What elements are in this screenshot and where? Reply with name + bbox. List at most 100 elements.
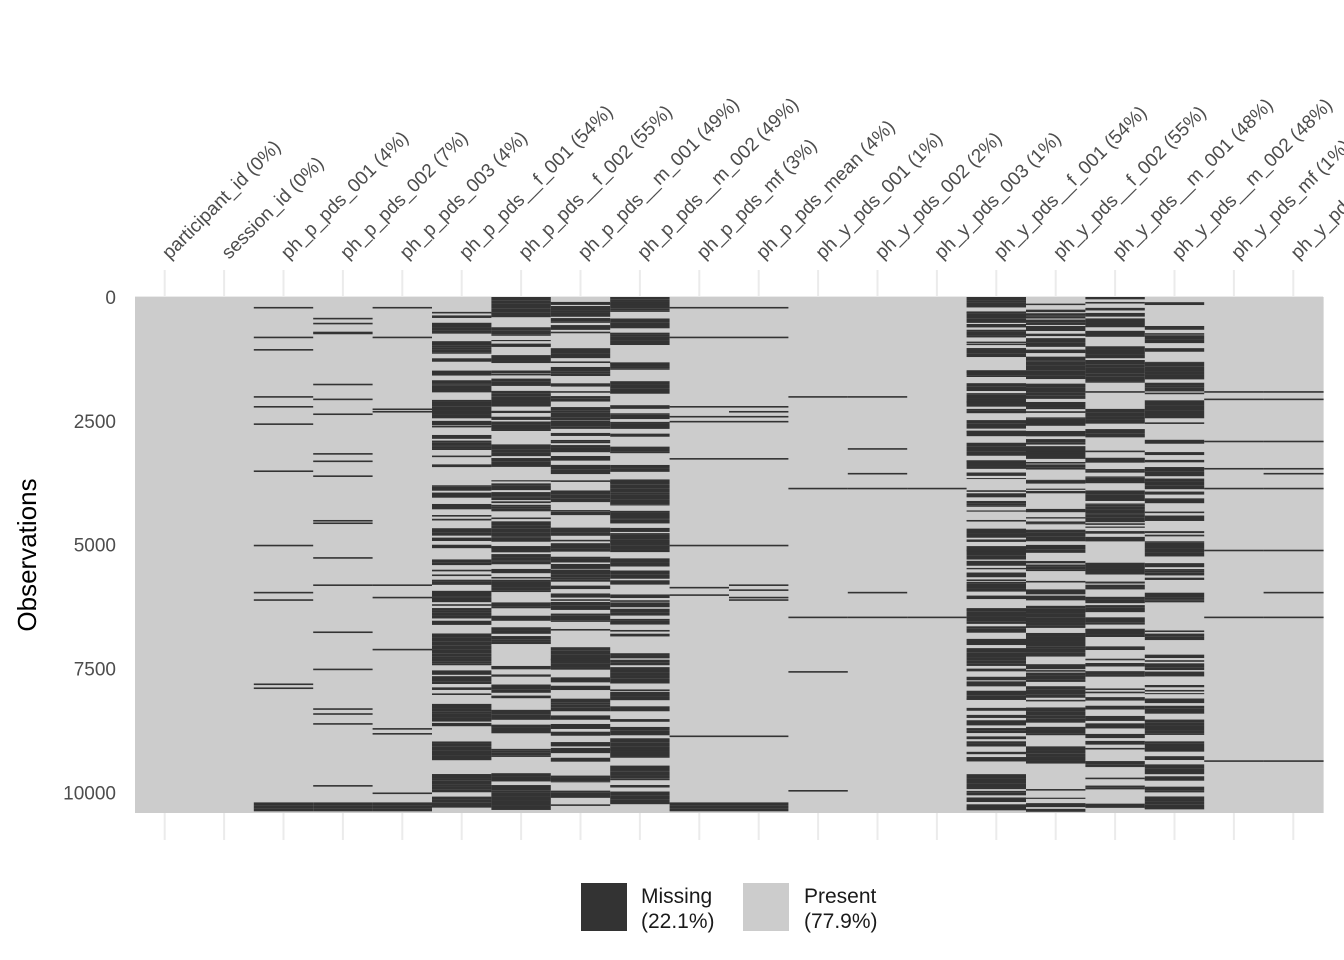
missing-band xyxy=(966,398,1027,402)
missing-row xyxy=(1085,361,1146,364)
y-tick-label: 0 xyxy=(105,288,116,309)
missing-row xyxy=(550,628,611,631)
missing-row xyxy=(729,415,789,418)
missing-band xyxy=(491,334,552,336)
missing-band xyxy=(1026,451,1086,454)
missing-band xyxy=(1085,297,1146,300)
missing-row xyxy=(372,802,433,806)
missing-row xyxy=(847,396,908,398)
missing-band xyxy=(432,420,492,426)
missing-row xyxy=(1204,549,1265,552)
missing-band xyxy=(610,633,671,637)
missing-row xyxy=(1144,541,1205,543)
missing-band xyxy=(966,720,1027,726)
missing-band xyxy=(1026,605,1086,609)
missing-row xyxy=(966,668,1027,671)
missing-band xyxy=(1085,705,1146,710)
missing-band xyxy=(491,557,552,561)
missing-band xyxy=(550,439,611,442)
missing-band xyxy=(966,386,1027,392)
missing-band xyxy=(1085,318,1146,323)
missing-band xyxy=(432,633,492,638)
missing-band xyxy=(1085,490,1146,495)
missing-band xyxy=(432,518,492,521)
missing-row xyxy=(432,782,492,785)
missing-row xyxy=(432,663,492,666)
missing-row xyxy=(669,805,730,809)
missing-band xyxy=(966,420,1027,424)
missing-band xyxy=(432,569,492,572)
missing-band xyxy=(1144,570,1205,572)
missing-band xyxy=(491,429,552,431)
missing-row xyxy=(610,659,671,662)
missing-band xyxy=(1144,335,1205,340)
column-ph_y_pds_001 xyxy=(788,297,849,813)
missing-band xyxy=(550,305,611,311)
missing-band xyxy=(491,800,552,806)
missing-band xyxy=(1144,741,1205,744)
missing-row xyxy=(729,589,789,591)
missing-band xyxy=(610,602,671,608)
missing-row xyxy=(313,802,374,806)
y-axis-ticks: 0 2500 5000 7500 10000 xyxy=(63,288,116,804)
missing-band xyxy=(550,464,611,470)
missing-row xyxy=(313,584,374,586)
missing-band xyxy=(550,698,611,703)
missing-row xyxy=(966,609,1027,611)
missing-band xyxy=(1085,803,1146,806)
missing-row xyxy=(1144,303,1205,306)
missing-row xyxy=(1085,480,1146,482)
missing-band xyxy=(550,650,611,655)
missing-band xyxy=(432,406,492,411)
missing-band xyxy=(966,730,1027,734)
missing-row xyxy=(491,547,552,549)
missing-band xyxy=(550,312,611,317)
missing-row xyxy=(491,725,552,728)
missing-band xyxy=(1144,534,1205,537)
missing-band xyxy=(966,669,1027,672)
missing-band xyxy=(432,385,492,389)
missing-band xyxy=(550,527,611,533)
missing-band xyxy=(1144,471,1205,477)
missing-row xyxy=(1144,422,1205,424)
missing-band xyxy=(966,466,1027,469)
missing-band xyxy=(966,383,1027,387)
missing-row xyxy=(610,421,671,424)
missing-band xyxy=(550,325,611,330)
missing-band xyxy=(1144,400,1205,406)
missing-band xyxy=(1085,332,1146,337)
missing-band xyxy=(610,534,671,540)
missing-band xyxy=(1144,452,1205,456)
missing-band xyxy=(1144,491,1205,495)
missing-row xyxy=(1026,432,1086,434)
missing-band xyxy=(966,567,1027,570)
missing-band xyxy=(1085,510,1146,514)
missing-row xyxy=(253,683,314,686)
missing-band xyxy=(1144,733,1205,735)
missing-band xyxy=(432,658,492,662)
missing-band xyxy=(966,505,1027,507)
column-ph_y_pds_002 xyxy=(847,297,908,813)
missing-row xyxy=(253,544,314,547)
missing-row xyxy=(966,460,1027,463)
missing-band xyxy=(491,504,552,507)
missing-band xyxy=(432,440,492,443)
missing-band xyxy=(491,590,552,593)
missing-band xyxy=(966,370,1027,373)
missing-row xyxy=(729,306,789,309)
missing-band xyxy=(1085,646,1146,651)
missing-band xyxy=(1085,514,1146,518)
missing-band xyxy=(1026,707,1086,712)
missing-row xyxy=(1085,450,1146,453)
missing-band xyxy=(966,588,1027,592)
missing-row xyxy=(610,511,671,513)
missing-band xyxy=(1085,381,1146,383)
missing-band xyxy=(432,653,492,657)
missing-row xyxy=(313,668,374,671)
missing-band xyxy=(550,663,611,668)
missing-band xyxy=(491,308,552,313)
missing-band xyxy=(550,577,611,580)
missing-row xyxy=(669,544,730,547)
missing-band xyxy=(432,322,492,328)
missing-row xyxy=(313,413,374,416)
